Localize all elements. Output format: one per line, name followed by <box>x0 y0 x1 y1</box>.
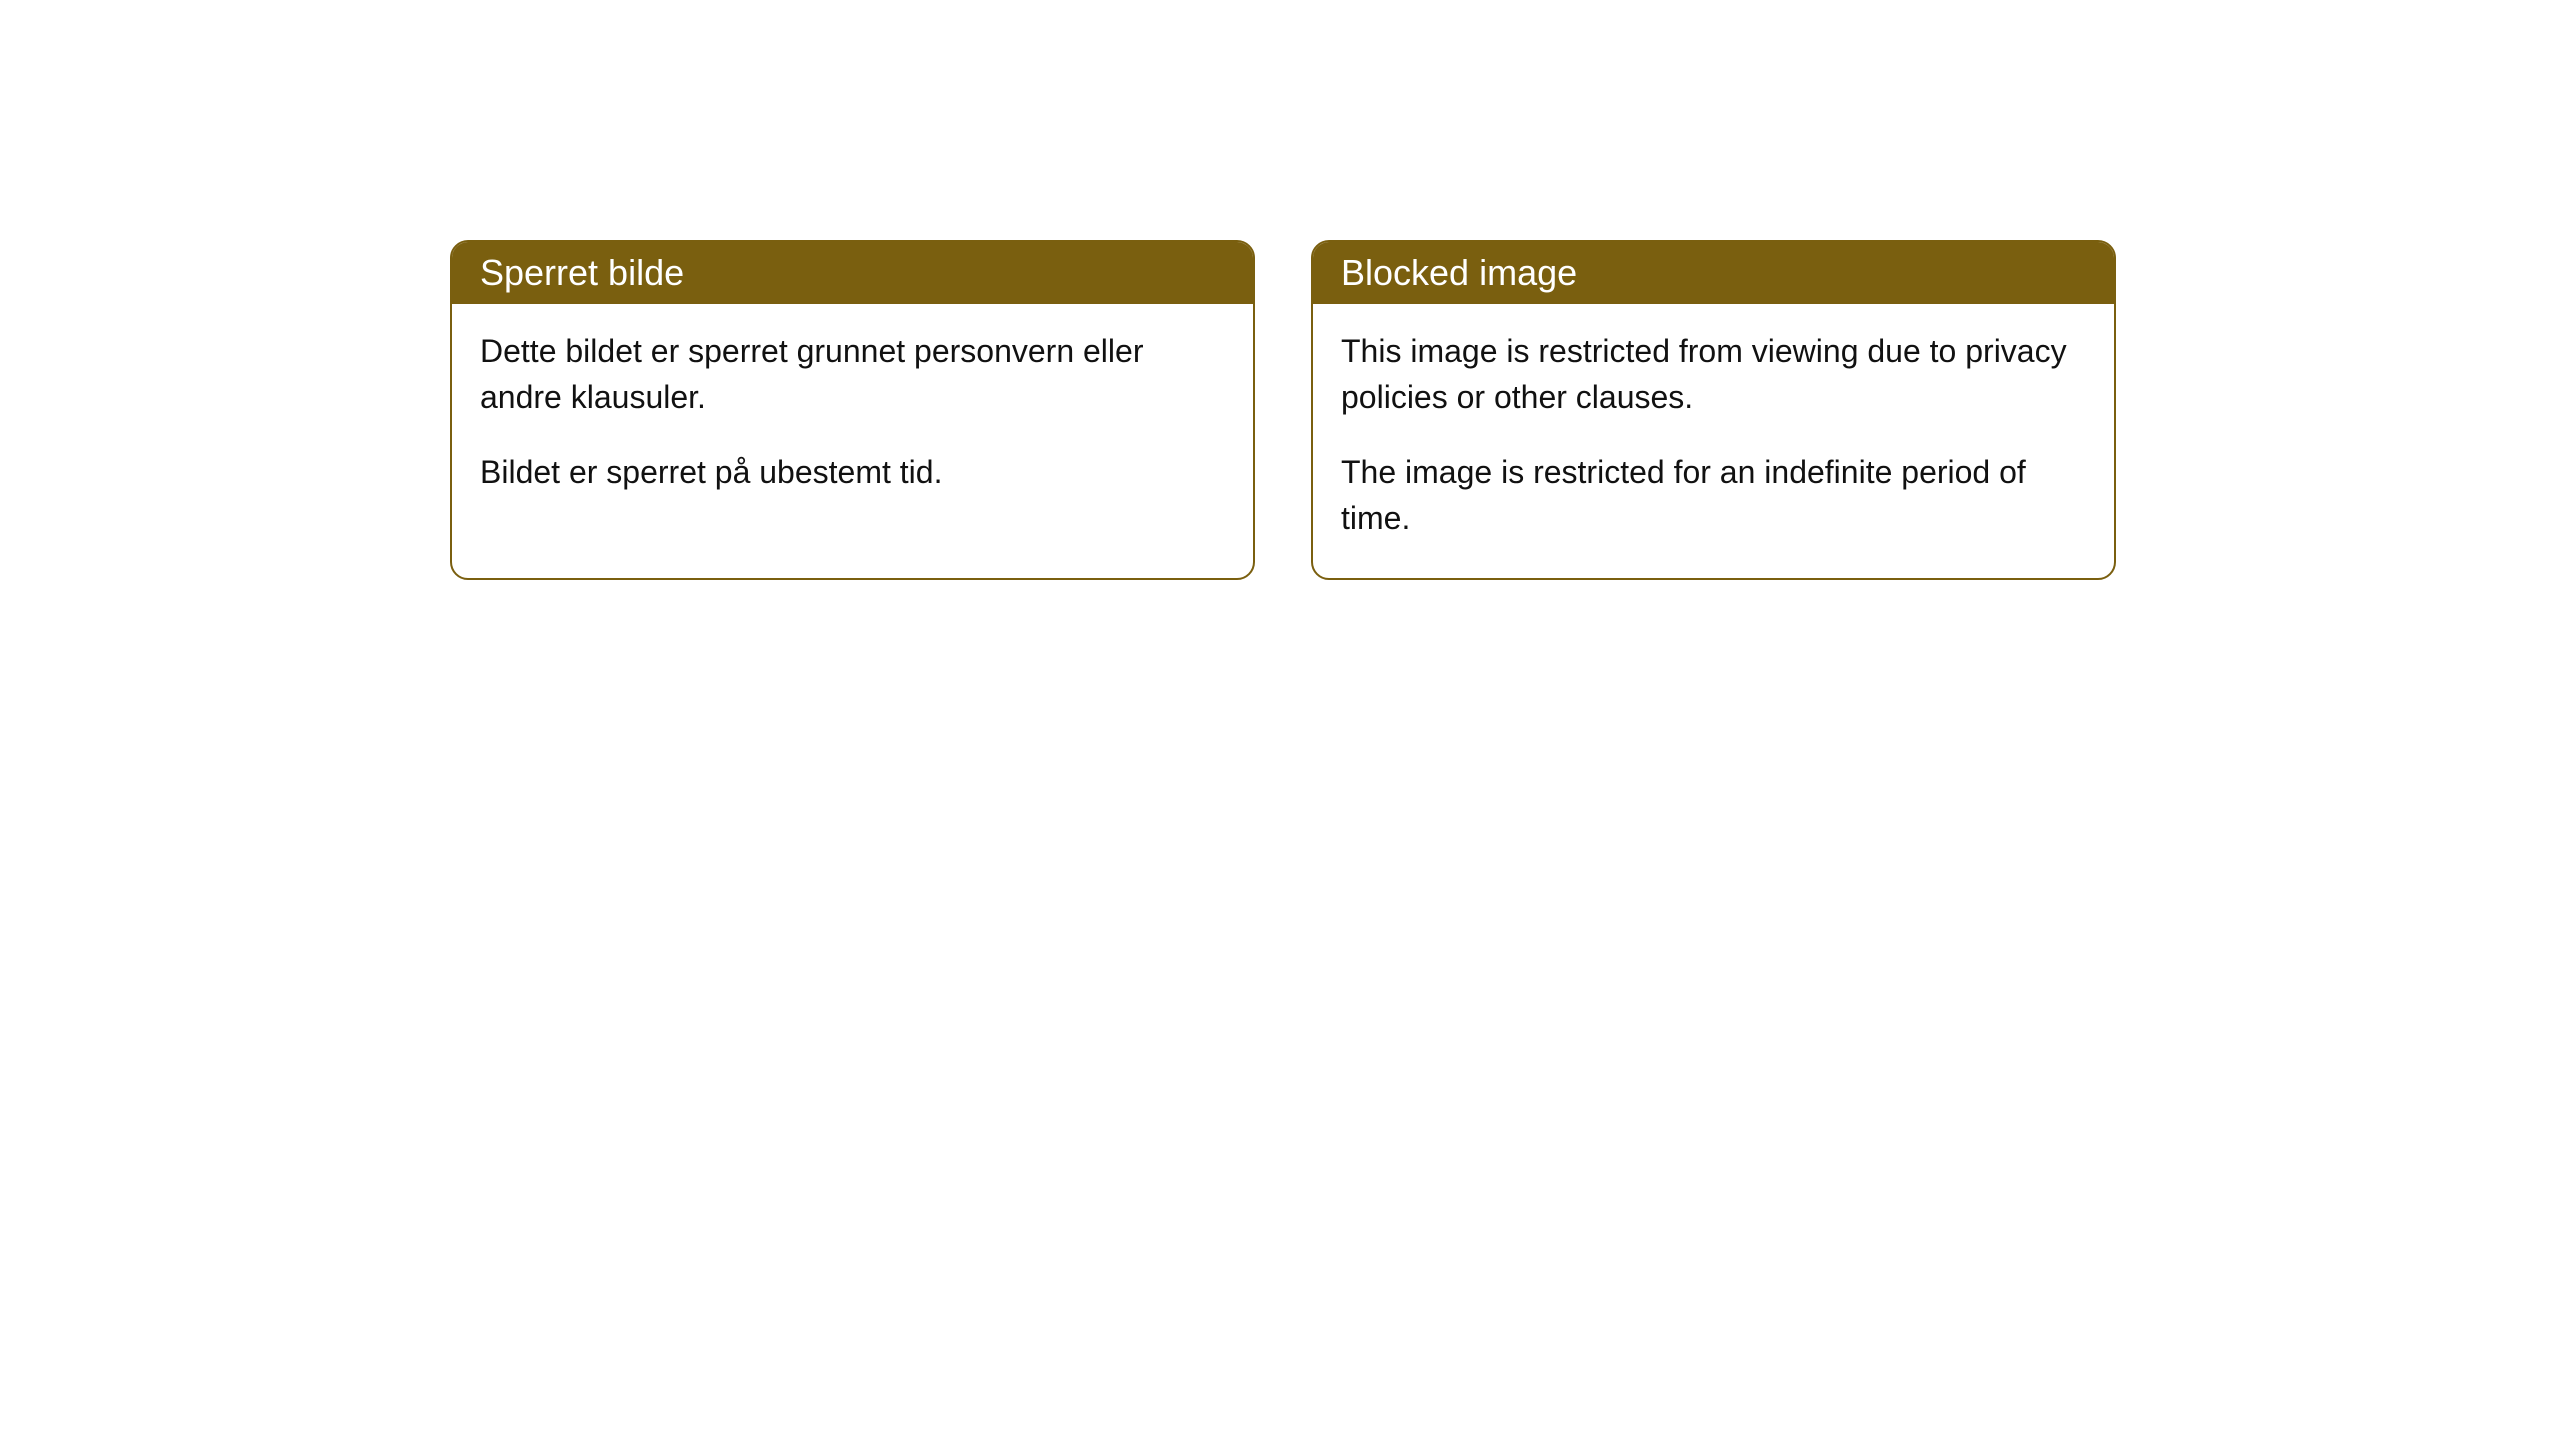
notice-title-norwegian: Sperret bilde <box>452 242 1253 304</box>
notice-card-english: Blocked image This image is restricted f… <box>1311 240 2116 580</box>
notice-text-english-2: The image is restricted for an indefinit… <box>1341 449 2086 542</box>
notice-container: Sperret bilde Dette bildet er sperret gr… <box>450 240 2116 580</box>
notice-card-norwegian: Sperret bilde Dette bildet er sperret gr… <box>450 240 1255 580</box>
notice-body-norwegian: Dette bildet er sperret grunnet personve… <box>452 304 1253 531</box>
notice-text-english-1: This image is restricted from viewing du… <box>1341 328 2086 421</box>
notice-title-english: Blocked image <box>1313 242 2114 304</box>
notice-body-english: This image is restricted from viewing du… <box>1313 304 2114 578</box>
notice-text-norwegian-1: Dette bildet er sperret grunnet personve… <box>480 328 1225 421</box>
notice-text-norwegian-2: Bildet er sperret på ubestemt tid. <box>480 449 1225 495</box>
